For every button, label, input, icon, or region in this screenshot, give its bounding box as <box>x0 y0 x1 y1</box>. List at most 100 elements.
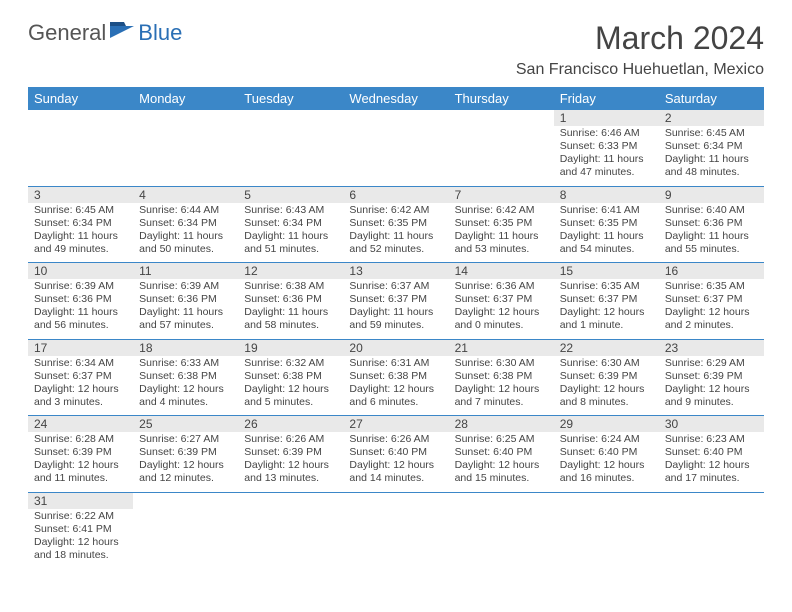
sunset-text: Sunset: 6:34 PM <box>139 217 232 230</box>
daylight-text: Daylight: 11 hours <box>244 306 337 319</box>
sunrise-text: Sunrise: 6:26 AM <box>349 433 442 446</box>
daylight-text: Daylight: 11 hours <box>349 230 442 243</box>
sunset-text: Sunset: 6:37 PM <box>349 293 442 306</box>
daylight-text: Daylight: 12 hours <box>349 459 442 472</box>
calendar-cell: 4Sunrise: 6:44 AMSunset: 6:34 PMDaylight… <box>133 186 238 263</box>
location-label: San Francisco Huehuetlan, Mexico <box>516 61 764 79</box>
sunset-text: Sunset: 6:35 PM <box>455 217 548 230</box>
daylight-text: Daylight: 12 hours <box>665 306 758 319</box>
sunset-text: Sunset: 6:37 PM <box>560 293 653 306</box>
calendar-table: Sunday Monday Tuesday Wednesday Thursday… <box>28 87 764 568</box>
sunrise-text: Sunrise: 6:44 AM <box>139 204 232 217</box>
daylight-text: Daylight: 11 hours <box>34 230 127 243</box>
calendar-week-row: 17Sunrise: 6:34 AMSunset: 6:37 PMDayligh… <box>28 339 764 416</box>
day-number: 23 <box>659 340 764 356</box>
day-number: 27 <box>343 416 448 432</box>
daylight-text: and 12 minutes. <box>139 472 232 485</box>
header: General Blue March 2024 San Francisco Hu… <box>28 20 764 79</box>
sunset-text: Sunset: 6:36 PM <box>244 293 337 306</box>
calendar-cell: 30Sunrise: 6:23 AMSunset: 6:40 PMDayligh… <box>659 416 764 493</box>
daylight-text: Daylight: 12 hours <box>560 459 653 472</box>
daylight-text: Daylight: 12 hours <box>139 383 232 396</box>
daylight-text: and 57 minutes. <box>139 319 232 332</box>
day-header: Wednesday <box>343 87 448 110</box>
calendar-cell: 13Sunrise: 6:37 AMSunset: 6:37 PMDayligh… <box>343 263 448 340</box>
sunset-text: Sunset: 6:38 PM <box>244 370 337 383</box>
daylight-text: and 0 minutes. <box>455 319 548 332</box>
sunrise-text: Sunrise: 6:30 AM <box>560 357 653 370</box>
calendar-cell: 21Sunrise: 6:30 AMSunset: 6:38 PMDayligh… <box>449 339 554 416</box>
logo: General Blue <box>28 20 182 46</box>
sunrise-text: Sunrise: 6:28 AM <box>34 433 127 446</box>
calendar-cell: 25Sunrise: 6:27 AMSunset: 6:39 PMDayligh… <box>133 416 238 493</box>
calendar-week-row: 10Sunrise: 6:39 AMSunset: 6:36 PMDayligh… <box>28 263 764 340</box>
sunrise-text: Sunrise: 6:24 AM <box>560 433 653 446</box>
page-title: March 2024 <box>516 20 764 57</box>
daylight-text: and 18 minutes. <box>34 549 127 562</box>
calendar-cell: 23Sunrise: 6:29 AMSunset: 6:39 PMDayligh… <box>659 339 764 416</box>
sunrise-text: Sunrise: 6:32 AM <box>244 357 337 370</box>
daylight-text: Daylight: 12 hours <box>139 459 232 472</box>
sunset-text: Sunset: 6:36 PM <box>665 217 758 230</box>
sunrise-text: Sunrise: 6:42 AM <box>349 204 442 217</box>
sunset-text: Sunset: 6:40 PM <box>665 446 758 459</box>
daylight-text: and 8 minutes. <box>560 396 653 409</box>
calendar-cell: 19Sunrise: 6:32 AMSunset: 6:38 PMDayligh… <box>238 339 343 416</box>
day-header: Sunday <box>28 87 133 110</box>
day-number: 9 <box>659 187 764 203</box>
sunrise-text: Sunrise: 6:30 AM <box>455 357 548 370</box>
day-number: 3 <box>28 187 133 203</box>
daylight-text: and 4 minutes. <box>139 396 232 409</box>
daylight-text: and 54 minutes. <box>560 243 653 256</box>
day-number: 17 <box>28 340 133 356</box>
daylight-text: and 50 minutes. <box>139 243 232 256</box>
daylight-text: Daylight: 11 hours <box>349 306 442 319</box>
daylight-text: Daylight: 12 hours <box>665 383 758 396</box>
day-number: 11 <box>133 263 238 279</box>
sunrise-text: Sunrise: 6:38 AM <box>244 280 337 293</box>
day-number: 4 <box>133 187 238 203</box>
sunset-text: Sunset: 6:37 PM <box>455 293 548 306</box>
daylight-text: Daylight: 11 hours <box>560 153 653 166</box>
daylight-text: Daylight: 12 hours <box>244 459 337 472</box>
daylight-text: and 48 minutes. <box>665 166 758 179</box>
daylight-text: Daylight: 11 hours <box>560 230 653 243</box>
sunset-text: Sunset: 6:39 PM <box>34 446 127 459</box>
calendar-cell: 29Sunrise: 6:24 AMSunset: 6:40 PMDayligh… <box>554 416 659 493</box>
logo-text-general: General <box>28 20 106 46</box>
sunrise-text: Sunrise: 6:31 AM <box>349 357 442 370</box>
calendar-cell: 6Sunrise: 6:42 AMSunset: 6:35 PMDaylight… <box>343 186 448 263</box>
daylight-text: and 59 minutes. <box>349 319 442 332</box>
calendar-cell: 10Sunrise: 6:39 AMSunset: 6:36 PMDayligh… <box>28 263 133 340</box>
day-number: 29 <box>554 416 659 432</box>
sunrise-text: Sunrise: 6:45 AM <box>34 204 127 217</box>
daylight-text: and 11 minutes. <box>34 472 127 485</box>
calendar-cell <box>238 492 343 568</box>
daylight-text: and 52 minutes. <box>349 243 442 256</box>
daylight-text: and 16 minutes. <box>560 472 653 485</box>
day-number: 18 <box>133 340 238 356</box>
day-number: 15 <box>554 263 659 279</box>
day-header: Thursday <box>449 87 554 110</box>
calendar-cell <box>133 110 238 186</box>
sunset-text: Sunset: 6:41 PM <box>34 523 127 536</box>
daylight-text: Daylight: 11 hours <box>244 230 337 243</box>
daylight-text: and 9 minutes. <box>665 396 758 409</box>
sunset-text: Sunset: 6:34 PM <box>244 217 337 230</box>
daylight-text: Daylight: 11 hours <box>139 230 232 243</box>
daylight-text: and 14 minutes. <box>349 472 442 485</box>
sunset-text: Sunset: 6:37 PM <box>34 370 127 383</box>
day-number: 24 <box>28 416 133 432</box>
sunset-text: Sunset: 6:34 PM <box>665 140 758 153</box>
daylight-text: and 56 minutes. <box>34 319 127 332</box>
sunrise-text: Sunrise: 6:46 AM <box>560 127 653 140</box>
sunset-text: Sunset: 6:39 PM <box>560 370 653 383</box>
calendar-cell: 18Sunrise: 6:33 AMSunset: 6:38 PMDayligh… <box>133 339 238 416</box>
day-number: 6 <box>343 187 448 203</box>
daylight-text: and 6 minutes. <box>349 396 442 409</box>
day-number: 22 <box>554 340 659 356</box>
sunset-text: Sunset: 6:36 PM <box>139 293 232 306</box>
sunrise-text: Sunrise: 6:22 AM <box>34 510 127 523</box>
sunset-text: Sunset: 6:40 PM <box>560 446 653 459</box>
sunset-text: Sunset: 6:37 PM <box>665 293 758 306</box>
